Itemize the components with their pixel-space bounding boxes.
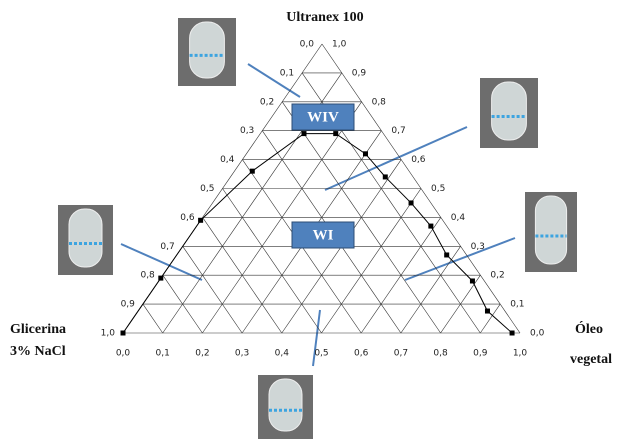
tube <box>268 378 303 432</box>
right-tick-label: 0,1 <box>510 300 524 310</box>
left-label: Glicerina <box>10 322 66 337</box>
point <box>333 131 339 137</box>
left-tick-label: 0,3 <box>240 126 254 136</box>
bottom-tick-label: 0,1 <box>156 349 170 359</box>
grid-line <box>480 303 501 334</box>
region-label: WIV <box>307 109 339 125</box>
point <box>444 252 450 258</box>
point <box>301 131 307 137</box>
bottom-tick-label: 0,8 <box>433 349 448 359</box>
bottom-tick-label: 0,9 <box>473 349 488 359</box>
right-tick-label: 0,3 <box>471 242 485 252</box>
point <box>509 330 515 336</box>
right-tick-label: 0,7 <box>391 126 405 136</box>
left-tick-label: 0,8 <box>140 271 155 281</box>
top-label: Ultranex 100 <box>286 10 363 25</box>
point <box>382 174 388 180</box>
left-tick-label: 0,2 <box>260 97 274 107</box>
left-tick-label: 1,0 <box>101 329 116 339</box>
right-tick-label: 0,5 <box>431 184 445 194</box>
right-tick-label: 0,0 <box>530 329 545 339</box>
left-tick-label: 0,5 <box>200 184 214 194</box>
photos <box>58 18 577 439</box>
tube <box>189 21 225 79</box>
right-label: vegetal <box>570 352 612 367</box>
bottom-tick-label: 0,5 <box>314 349 328 359</box>
grid-line <box>321 188 422 334</box>
arrow <box>312 309 321 367</box>
left-tick-label: 0,9 <box>121 300 136 310</box>
bottom-tick-label: 0,3 <box>235 349 249 359</box>
point <box>484 308 490 314</box>
grid-line <box>400 246 461 334</box>
bottom-tick-label: 0,6 <box>354 349 369 359</box>
right-tick-label: 0,6 <box>411 155 426 165</box>
left-tick-label: 0,6 <box>180 213 195 223</box>
bottom-tick-label: 0,0 <box>116 349 131 359</box>
boundary-line <box>122 133 513 334</box>
point <box>428 223 434 229</box>
region-label: WI <box>313 227 334 243</box>
arrow <box>247 63 301 98</box>
grid-line <box>142 303 163 334</box>
point <box>469 278 475 284</box>
bottom-tick-label: 0,4 <box>275 349 290 359</box>
arrow <box>404 237 516 281</box>
right-tick-label: 1,0 <box>332 40 347 50</box>
arrow <box>324 126 468 191</box>
right-tick-label: 0,9 <box>352 68 367 78</box>
point <box>158 275 164 281</box>
arrows <box>120 63 516 367</box>
left-tick-label: 0,0 <box>300 40 315 50</box>
right-tick-label: 0,4 <box>451 213 466 223</box>
left-tick-label: 0,1 <box>280 68 294 78</box>
point <box>198 217 204 223</box>
arrow <box>120 243 203 281</box>
bottom-tick-label: 0,2 <box>195 349 209 359</box>
right-tick-label: 0,8 <box>372 97 387 107</box>
grid-line <box>222 188 322 334</box>
point <box>120 330 126 336</box>
left-tick-label: 0,7 <box>160 242 174 252</box>
right-label: Óleo <box>575 320 603 337</box>
tube <box>68 208 103 268</box>
grid <box>122 43 521 334</box>
grid-line <box>182 246 243 334</box>
tube <box>491 81 527 141</box>
bottom-tick-label: 0,7 <box>394 349 408 359</box>
region-box <box>291 103 355 131</box>
point <box>408 200 414 206</box>
right-tick-label: 0,2 <box>490 271 504 281</box>
tube <box>534 195 568 265</box>
left-tick-label: 0,4 <box>220 155 235 165</box>
left-label: 3% NaCl <box>10 344 66 359</box>
bottom-tick-label: 1,0 <box>513 349 528 359</box>
point <box>362 151 368 157</box>
region-box <box>291 221 355 249</box>
point <box>249 168 255 174</box>
